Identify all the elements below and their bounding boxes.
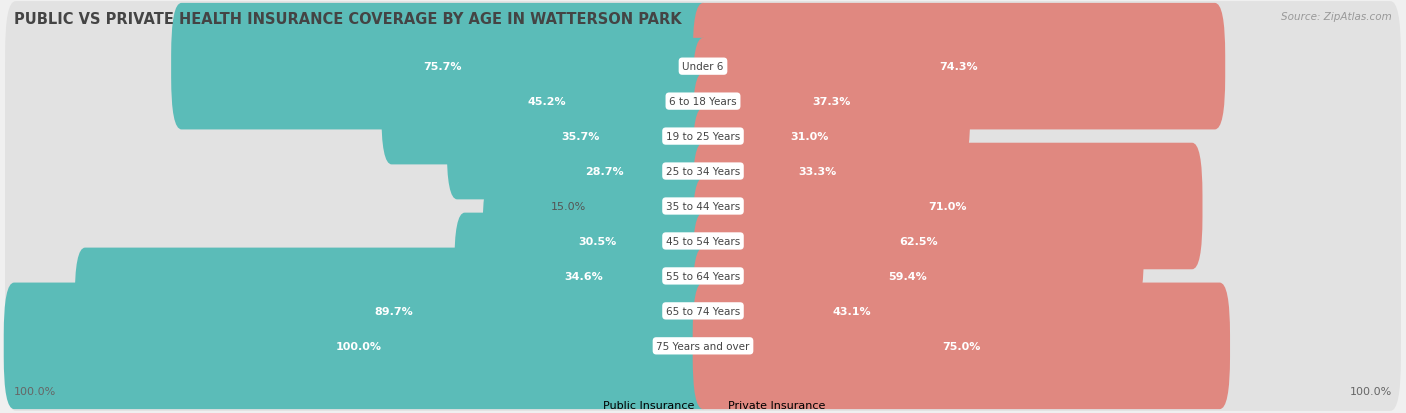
Text: 33.3%: 33.3% [799,166,837,177]
Text: 62.5%: 62.5% [898,236,938,247]
Text: 89.7%: 89.7% [374,306,413,316]
FancyBboxPatch shape [447,74,713,200]
Legend: Public Insurance, Private Insurance: Public Insurance, Private Insurance [576,395,830,413]
FancyBboxPatch shape [6,2,1400,132]
FancyBboxPatch shape [172,4,713,130]
Text: 34.6%: 34.6% [564,271,603,281]
FancyBboxPatch shape [693,143,1202,270]
Text: Source: ZipAtlas.com: Source: ZipAtlas.com [1281,12,1392,22]
FancyBboxPatch shape [693,109,943,235]
Text: 43.1%: 43.1% [832,306,870,316]
FancyBboxPatch shape [693,283,1230,409]
FancyBboxPatch shape [454,213,713,339]
Text: 45.2%: 45.2% [529,97,567,107]
FancyBboxPatch shape [693,4,1225,130]
FancyBboxPatch shape [4,283,713,409]
FancyBboxPatch shape [693,39,970,165]
Text: 31.0%: 31.0% [790,132,830,142]
Text: 59.4%: 59.4% [889,271,927,281]
FancyBboxPatch shape [693,178,1144,304]
FancyBboxPatch shape [6,246,1400,376]
Text: 6 to 18 Years: 6 to 18 Years [669,97,737,107]
FancyBboxPatch shape [381,39,713,165]
FancyBboxPatch shape [6,281,1400,411]
Text: 71.0%: 71.0% [928,202,967,211]
FancyBboxPatch shape [75,248,713,374]
Text: 75 Years and over: 75 Years and over [657,341,749,351]
FancyBboxPatch shape [6,142,1400,271]
Text: 100.0%: 100.0% [14,387,56,396]
Text: Under 6: Under 6 [682,62,724,72]
Text: 65 to 74 Years: 65 to 74 Years [666,306,740,316]
Text: 75.7%: 75.7% [423,62,461,72]
FancyBboxPatch shape [495,109,713,235]
FancyBboxPatch shape [6,37,1400,167]
Text: PUBLIC VS PRIVATE HEALTH INSURANCE COVERAGE BY AGE IN WATTERSON PARK: PUBLIC VS PRIVATE HEALTH INSURANCE COVER… [14,12,682,27]
Text: 74.3%: 74.3% [939,62,979,72]
Text: 35.7%: 35.7% [561,132,599,142]
FancyBboxPatch shape [6,176,1400,306]
Text: 55 to 64 Years: 55 to 64 Years [666,271,740,281]
FancyBboxPatch shape [6,211,1400,341]
Text: 19 to 25 Years: 19 to 25 Years [666,132,740,142]
FancyBboxPatch shape [482,178,713,304]
FancyBboxPatch shape [693,248,1011,374]
FancyBboxPatch shape [693,74,927,200]
Text: 75.0%: 75.0% [942,341,980,351]
Text: 100.0%: 100.0% [1350,387,1392,396]
Text: 25 to 34 Years: 25 to 34 Years [666,166,740,177]
FancyBboxPatch shape [6,72,1400,202]
Text: 28.7%: 28.7% [585,166,623,177]
Text: 35 to 44 Years: 35 to 44 Years [666,202,740,211]
Text: 30.5%: 30.5% [579,236,617,247]
FancyBboxPatch shape [693,213,1122,339]
Text: 37.3%: 37.3% [813,97,851,107]
Text: 15.0%: 15.0% [551,202,586,211]
FancyBboxPatch shape [589,143,713,270]
Text: 100.0%: 100.0% [336,341,381,351]
FancyBboxPatch shape [6,107,1400,237]
Text: 45 to 54 Years: 45 to 54 Years [666,236,740,247]
